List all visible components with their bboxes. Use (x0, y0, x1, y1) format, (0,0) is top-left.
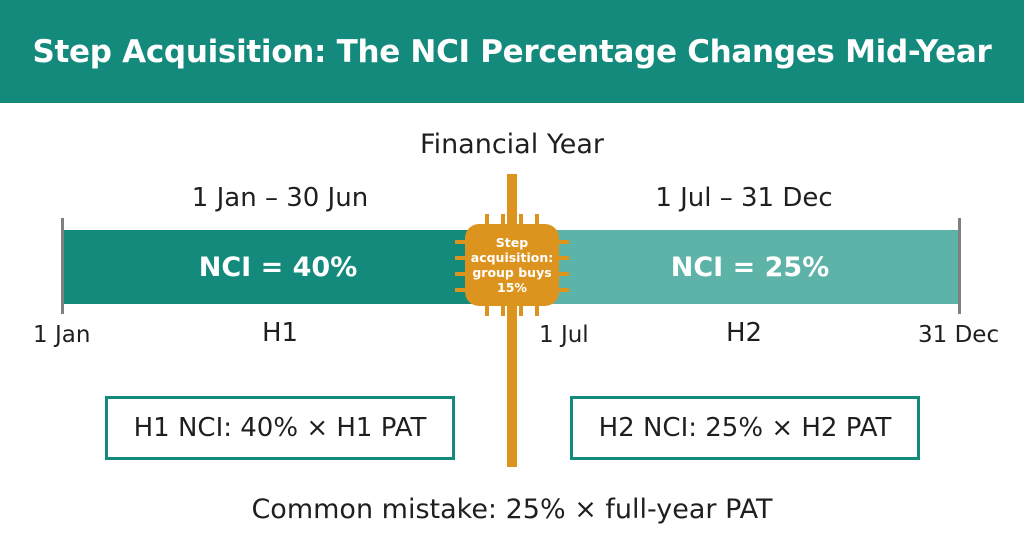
chip-body: Step acquisition: group buys 15% (465, 224, 559, 306)
chip-pin (559, 256, 569, 260)
chip-pin (501, 306, 505, 316)
h2-date-range: 1 Jul – 31 Dec (655, 183, 833, 213)
chip-pin (485, 306, 489, 316)
chip-pin (559, 240, 569, 244)
h1-formula: H1 NCI: 40% × H1 PAT (133, 413, 427, 443)
h1-nci-label: NCI = 40% (198, 251, 358, 283)
chip-pin (485, 214, 489, 224)
chip-pin (455, 256, 465, 260)
chip-pin (535, 214, 539, 224)
common-mistake-note: Common mistake: 25% × full-year PAT (251, 494, 773, 525)
h2-period-name: H2 (725, 318, 763, 348)
chip-pin (455, 240, 465, 244)
axis-label-mid: 1 Jul (539, 322, 589, 348)
diagram-title: Step Acquisition: The NCI Percentage Cha… (32, 33, 992, 70)
chip-pin (455, 272, 465, 276)
h2-nci-label: NCI = 25% (670, 251, 830, 283)
chip-pin (455, 288, 465, 292)
axis-label-start: 1 Jan (33, 322, 91, 348)
step-acquisition-label: Step acquisition: group buys 15% (470, 235, 554, 295)
step-acquisition-chip-icon: Step acquisition: group buys 15% (454, 210, 570, 320)
start-tick (61, 218, 64, 314)
h2-formula-box: H2 NCI: 25% × H2 PAT (570, 396, 920, 460)
axis-label-end: 31 Dec (918, 322, 1000, 348)
chip-pin (559, 288, 569, 292)
chip-pin (501, 214, 505, 224)
h1-formula-box: H1 NCI: 40% × H1 PAT (105, 396, 455, 460)
mid-year-divider (507, 174, 517, 467)
financial-year-heading: Financial Year (420, 129, 604, 160)
h1-date-range: 1 Jan – 30 Jun (191, 183, 369, 213)
h2-formula: H2 NCI: 25% × H2 PAT (598, 413, 892, 443)
end-tick (958, 218, 961, 314)
chip-pin (519, 306, 523, 316)
h1-bar (63, 230, 518, 304)
title-bar (0, 0, 1024, 103)
chip-pin (559, 272, 569, 276)
chip-pin (519, 214, 523, 224)
h2-bar (518, 230, 960, 304)
h1-period-name: H1 (261, 318, 299, 348)
chip-pin (535, 306, 539, 316)
